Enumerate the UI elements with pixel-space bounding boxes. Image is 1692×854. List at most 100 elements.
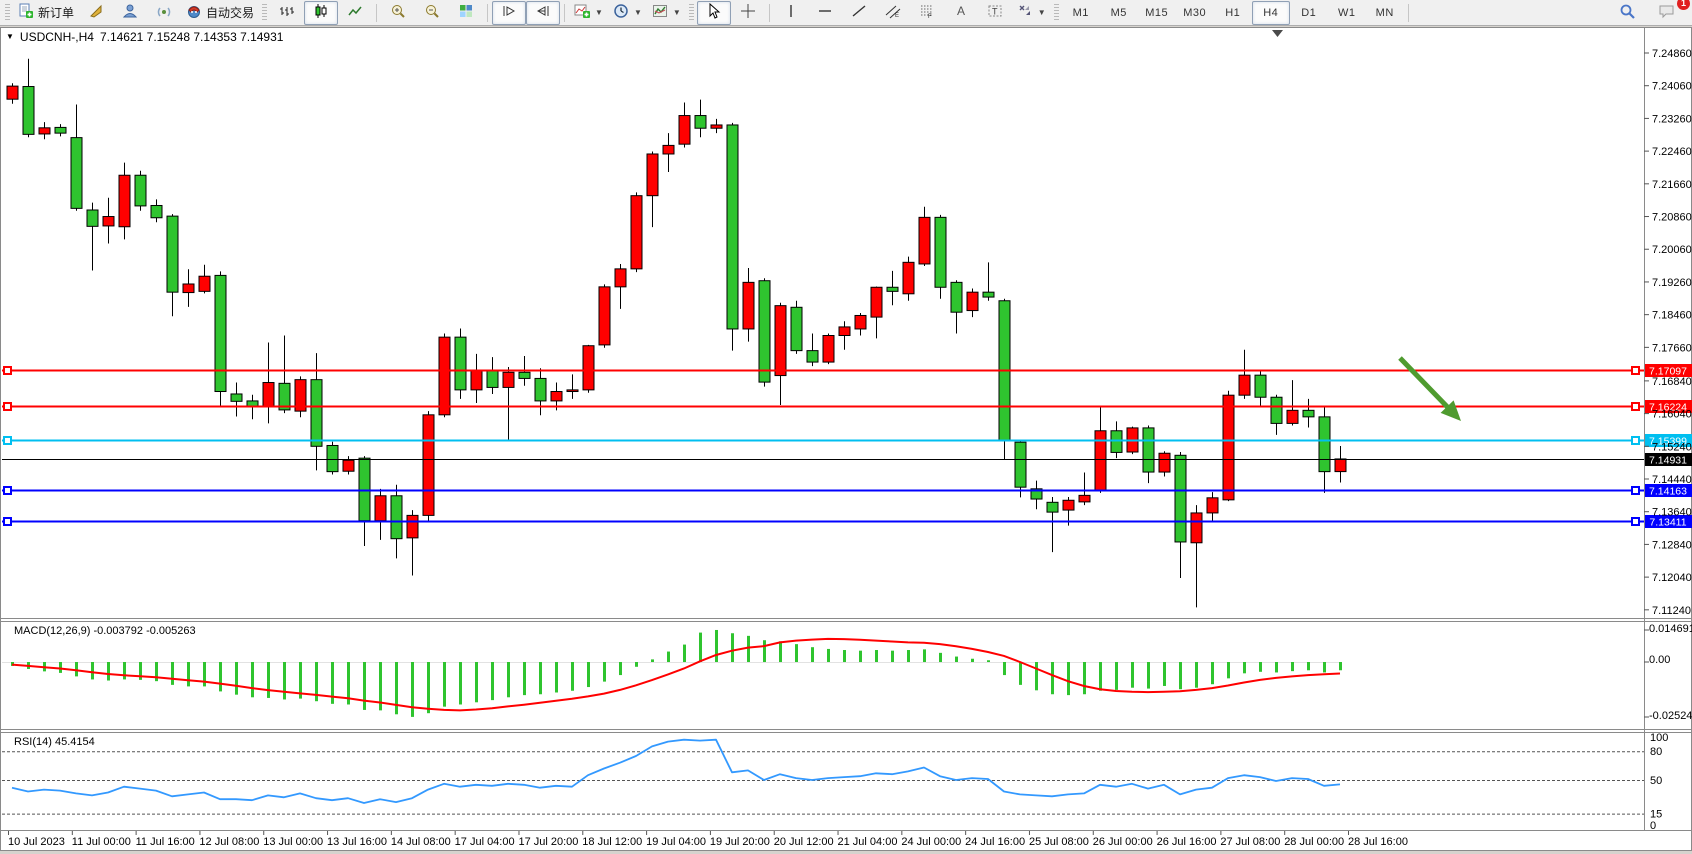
- timeframe-m1-button[interactable]: M1: [1072, 6, 1089, 19]
- chart-shift-button[interactable]: [526, 0, 561, 25]
- price-axis-label: 7.12840: [1652, 539, 1692, 551]
- timeframe-h4-button[interactable]: H4: [1251, 0, 1290, 25]
- price-tag-value: 7.14163: [1649, 486, 1687, 498]
- vertical-line-button[interactable]: [774, 1, 808, 25]
- line-handle[interactable]: [1631, 436, 1640, 445]
- fibonacci-button[interactable]: F: [910, 1, 944, 25]
- candle-body: [310, 379, 323, 447]
- time-axis-label: 25 Jul 08:00: [1029, 836, 1089, 848]
- candle-body: [22, 86, 35, 135]
- chart-shift-marker[interactable]: [1272, 30, 1283, 37]
- text-label-button[interactable]: T: [978, 1, 1012, 25]
- rsi-axis-label: 50: [1650, 775, 1662, 787]
- candle-body: [374, 495, 387, 522]
- svg-text:F: F: [928, 14, 932, 19]
- horizontal-line-button[interactable]: [808, 1, 842, 25]
- candle-body: [982, 291, 995, 298]
- time-axis-label: 19 Jul 04:00: [646, 836, 706, 848]
- cursor-button[interactable]: [696, 0, 731, 25]
- line-handle[interactable]: [1631, 402, 1640, 411]
- toolbar-separator: [487, 3, 489, 22]
- candle-body: [678, 115, 691, 145]
- profile-button[interactable]: [113, 1, 147, 25]
- toolbar-gripper[interactable]: [1053, 3, 1059, 22]
- price-axis-label: 7.17660: [1652, 342, 1692, 354]
- bar-chart-button[interactable]: [270, 1, 304, 25]
- candle-body: [470, 369, 483, 391]
- search-button[interactable]: [1610, 1, 1644, 25]
- candle-body: [934, 216, 947, 288]
- gold-cone-icon: [88, 3, 104, 22]
- toolbar-gripper[interactable]: [262, 3, 268, 22]
- candle-body: [230, 393, 243, 402]
- window-bottom-edge: [0, 851, 1692, 854]
- chart-canvas[interactable]: 7.17097 7.16224 7.15399 7.14163 7.13411 7.149…: [0, 28, 1692, 851]
- symbol-dropdown-icon[interactable]: ▼: [6, 32, 14, 41]
- timeframe-mn-button[interactable]: MN: [1375, 6, 1394, 19]
- indicators-button[interactable]: ▼: [569, 1, 608, 25]
- candle-body: [1014, 441, 1027, 488]
- line-handle[interactable]: [3, 436, 12, 445]
- candle-body: [822, 335, 835, 363]
- zoom-in-button[interactable]: [381, 1, 415, 25]
- equidistant-channel-button[interactable]: E: [876, 1, 910, 25]
- text-button[interactable]: A: [944, 1, 978, 25]
- toolbar-gripper[interactable]: [688, 3, 694, 22]
- notifications-button[interactable]: 1: [1650, 0, 1690, 25]
- tile-windows-button[interactable]: [449, 1, 483, 25]
- line-handle[interactable]: [1631, 486, 1640, 495]
- line-handle[interactable]: [1631, 366, 1640, 375]
- candle-body: [870, 286, 883, 318]
- candle-body: [438, 336, 451, 416]
- price-tag: [1645, 453, 1692, 466]
- trendline-button[interactable]: [842, 1, 876, 25]
- rsi-label: RSI(14) 45.4154: [14, 736, 95, 748]
- line-handle[interactable]: [3, 517, 12, 526]
- toolbar-gripper[interactable]: [5, 3, 10, 22]
- auto-trading-button[interactable]: 自动交易: [181, 1, 259, 25]
- crosshair-button[interactable]: [731, 1, 765, 25]
- styler-button[interactable]: [79, 1, 113, 25]
- zoom-out-button[interactable]: [415, 1, 449, 25]
- candle-body: [54, 126, 67, 134]
- price-axis-label: 7.16840: [1652, 376, 1692, 388]
- crosshair-icon: [740, 3, 756, 22]
- text-a-icon: A: [953, 3, 969, 22]
- time-axis-label: 17 Jul 20:00: [518, 836, 578, 848]
- auto-scroll-button[interactable]: [492, 0, 527, 25]
- timeframe-w1-button[interactable]: W1: [1337, 6, 1356, 19]
- candle-body: [1222, 394, 1235, 501]
- timeframe-m30-button[interactable]: M30: [1183, 6, 1207, 19]
- templates-button[interactable]: ▼: [647, 1, 686, 25]
- pane-dividers[interactable]: [1, 618, 1691, 831]
- chart-shift-icon: [535, 3, 551, 22]
- line-handle[interactable]: [3, 402, 12, 411]
- candle-body: [6, 85, 19, 100]
- line-handle[interactable]: [3, 486, 12, 495]
- time-axis-label: 17 Jul 04:00: [455, 836, 515, 848]
- line-handle[interactable]: [3, 366, 12, 375]
- trend-arrow-annotation[interactable]: [1398, 356, 1461, 421]
- channel-icon: E: [885, 3, 901, 22]
- ohlc-bars-icon: [279, 3, 295, 22]
- periods-button[interactable]: ▼: [608, 1, 647, 25]
- timeframe-m15-button[interactable]: M15: [1145, 6, 1169, 19]
- line-chart-button[interactable]: [338, 1, 372, 25]
- candle-body: [214, 274, 227, 393]
- shapes-arrows-button[interactable]: ▼: [1012, 1, 1051, 25]
- new-order-button[interactable]: 新订单: [13, 1, 79, 25]
- candle-body: [694, 115, 707, 129]
- candlestick-chart-button[interactable]: [304, 0, 339, 25]
- timeframe-d1-button[interactable]: D1: [1301, 6, 1317, 19]
- timeframe-h1-button[interactable]: H1: [1225, 6, 1241, 19]
- main-toolbar: 新订单 自动交易: [0, 0, 1692, 26]
- signals-button[interactable]: [147, 1, 181, 25]
- line-chart-icon: [347, 3, 363, 22]
- svg-text:E: E: [895, 13, 899, 19]
- line-handle[interactable]: [1631, 517, 1640, 526]
- candle-body: [1078, 494, 1091, 503]
- price-tag: [1645, 484, 1692, 497]
- clock-icon: [613, 3, 629, 22]
- timeframe-m5-button[interactable]: M5: [1110, 6, 1127, 19]
- candle-body: [950, 281, 963, 313]
